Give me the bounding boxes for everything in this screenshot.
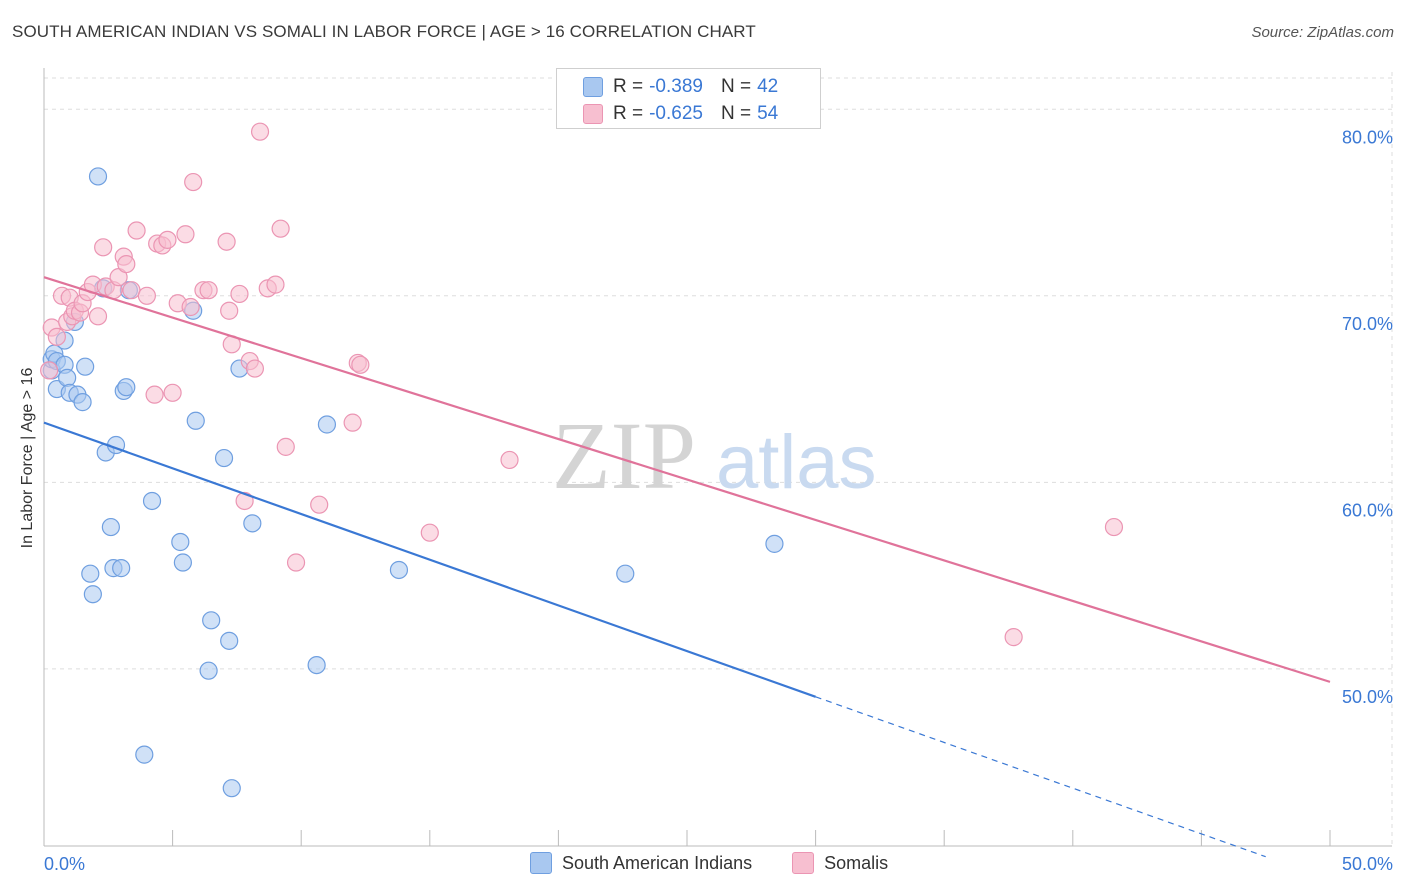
y-tick-label: 70.0%	[1342, 314, 1393, 334]
data-points	[40, 122, 1124, 798]
south-american-indian-point	[220, 631, 239, 650]
legend-item-south-american-indians: South American Indians	[530, 852, 752, 874]
legend-n-label: N =	[720, 76, 752, 97]
trend-lines	[43, 276, 1331, 858]
somali-point	[420, 523, 439, 542]
south-american-indian-point	[317, 415, 337, 434]
y-tick-label: 60.0%	[1342, 500, 1393, 520]
somali-point	[184, 172, 203, 192]
legend-r-label: R =	[613, 103, 644, 124]
somali-point	[250, 122, 270, 141]
somali-point	[122, 281, 141, 300]
south-american-indian-point	[112, 559, 131, 578]
south-american-indian-point	[214, 448, 234, 468]
watermark-atlas: atlas	[716, 420, 877, 505]
south-american-indian-point	[58, 368, 77, 387]
somali-point	[94, 238, 113, 257]
y-tick-label: 50.0%	[1342, 687, 1393, 707]
legend-n-value: 54	[757, 103, 779, 124]
somali-point	[310, 495, 329, 514]
pink-swatch-icon	[583, 104, 603, 124]
somali-point	[158, 230, 177, 249]
south-american-indian-point	[73, 393, 92, 412]
somali-point	[127, 221, 146, 240]
south-american-indian-point	[173, 553, 192, 572]
axes	[43, 68, 1392, 847]
somali-point	[343, 413, 362, 432]
somali-point	[271, 219, 290, 238]
south-american-indian-point	[389, 560, 409, 580]
legend-label: South American Indians	[562, 852, 753, 873]
south-american-indian-point	[83, 585, 102, 604]
somali-point	[145, 385, 164, 404]
watermark-zip: ZIP	[552, 402, 696, 509]
legend-item-somalis: Somalis	[792, 852, 888, 874]
south-american-indian-point	[76, 357, 95, 376]
trend-line-south-american-indians	[43, 421, 816, 698]
somali-point	[235, 491, 254, 511]
somali-point	[220, 301, 239, 320]
blue-swatch-icon	[530, 852, 552, 874]
chart-source: Source: ZipAtlas.com	[1251, 24, 1394, 41]
south-american-indian-point	[171, 532, 190, 552]
somali-point	[1104, 517, 1124, 537]
somali-point	[163, 383, 182, 402]
south-american-indian-point	[616, 564, 635, 583]
legend-row-south-american-indians: R = -0.389 N = 42	[583, 75, 778, 99]
somali-point	[351, 355, 370, 374]
somali-point	[88, 307, 108, 326]
south-american-indian-point	[142, 491, 162, 511]
legend-n-value: 42	[757, 76, 779, 97]
legend-n-label: N =	[720, 103, 752, 124]
somali-point	[176, 225, 195, 244]
somali-point	[199, 281, 218, 300]
somali-point	[276, 437, 295, 456]
trend-line-extension	[815, 696, 1266, 858]
somali-point	[230, 284, 249, 304]
somali-point	[245, 359, 265, 378]
south-american-indian-point	[202, 611, 221, 630]
south-american-indian-point	[81, 564, 100, 583]
x-tick-label: 0.0%	[44, 854, 85, 874]
somali-point	[217, 232, 236, 251]
south-american-indian-point	[135, 745, 154, 764]
south-american-indian-point	[765, 534, 784, 553]
blue-swatch-icon	[583, 77, 603, 97]
legend-r-label: R =	[613, 76, 644, 97]
south-american-indian-point	[307, 655, 326, 675]
watermark: ZIP atlas	[552, 402, 877, 509]
south-american-indian-point	[186, 411, 205, 430]
tick-labels: 50.0% 60.0% 70.0% 80.0% 0.0% 50.0%	[44, 127, 1393, 874]
pink-swatch-icon	[792, 852, 815, 874]
somali-point	[1004, 628, 1023, 647]
correlation-legend: R = -0.389 N = 42 R = -0.625 N = 54	[556, 68, 821, 129]
chart-title: SOUTH AMERICAN INDIAN VS SOMALI IN LABOR…	[12, 22, 756, 41]
legend-row-somalis: R = -0.625 N = 54	[583, 102, 778, 126]
y-tick-label: 80.0%	[1342, 127, 1393, 147]
legend-r-value: -0.389	[649, 76, 703, 97]
somali-point	[117, 255, 136, 274]
south-american-indian-point	[222, 779, 241, 798]
legend-r-value: -0.625	[649, 103, 703, 124]
south-american-indian-point	[199, 661, 218, 680]
somali-point	[181, 297, 200, 317]
somali-point	[137, 286, 156, 305]
series-legend: South American Indians Somalis	[530, 852, 928, 874]
somali-point	[286, 553, 306, 572]
somali-point	[47, 327, 66, 346]
legend-label: Somalis	[824, 852, 889, 873]
somali-point	[40, 361, 59, 380]
south-american-indian-point	[88, 167, 108, 186]
south-american-indian-point	[243, 514, 262, 533]
south-american-indian-point	[117, 378, 136, 397]
south-american-indian-point	[101, 517, 120, 537]
somali-point	[266, 275, 285, 294]
trend-line-somalis	[43, 276, 1331, 683]
somali-point	[500, 450, 519, 470]
x-tick-label: 50.0%	[1342, 854, 1393, 874]
